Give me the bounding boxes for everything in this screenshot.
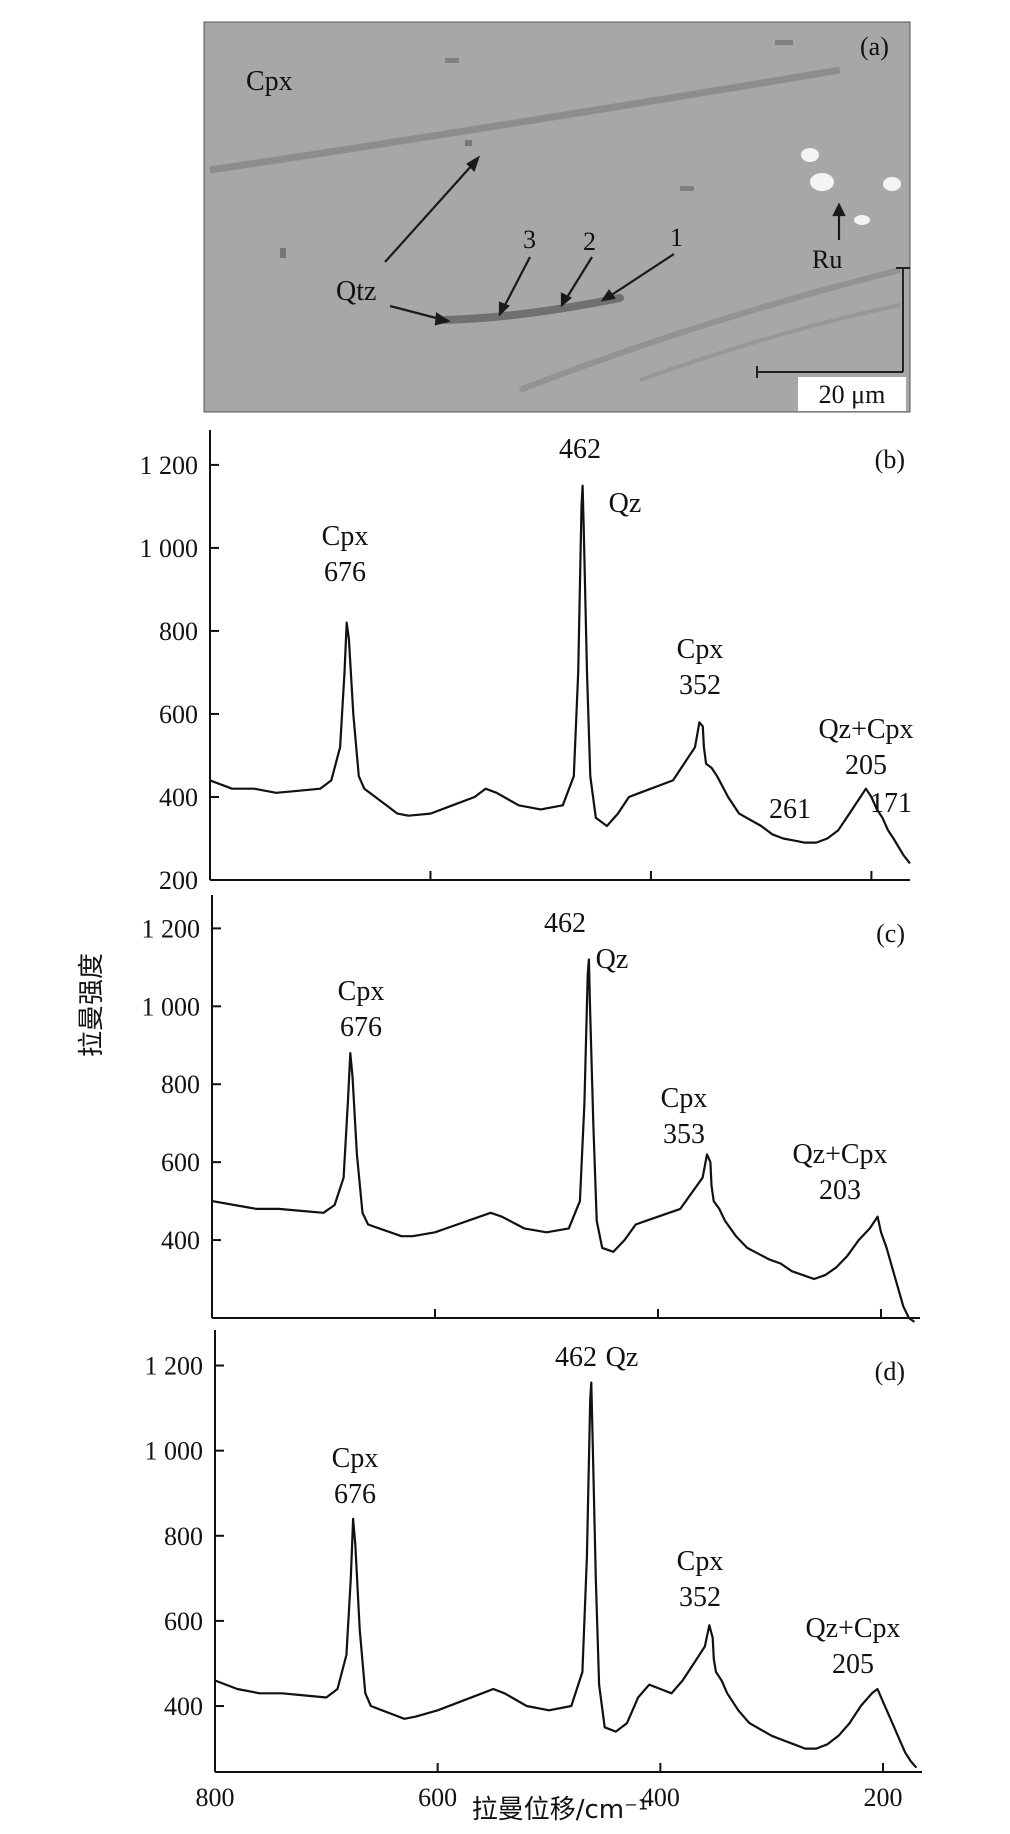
micrograph-image — [203, 21, 911, 413]
spectrum-panel-b: 200 400 600 800 1 000 1 200 (b) Cpx 676 462 Qz Cpx 3… — [140, 430, 914, 895]
spectrum-line — [209, 484, 911, 865]
y-tick-label: 600 — [161, 1148, 200, 1177]
y-axis-label: 拉曼强度 — [77, 953, 107, 1057]
y-tick-label: 600 — [164, 1607, 203, 1636]
peak-annotation: 171 — [870, 788, 912, 819]
peak-annotation: 462 — [555, 1342, 597, 1373]
rutile-grain — [854, 215, 870, 225]
y-tick-label: 600 — [159, 700, 198, 729]
y-tick-label: 400 — [161, 1226, 200, 1255]
rutile-grain — [810, 173, 834, 191]
peak-annotation: Qz — [609, 488, 642, 519]
x-tick-label: 800 — [196, 1783, 235, 1812]
peak-annotation: Cpx 352 — [677, 1546, 724, 1613]
dark-speck — [775, 40, 793, 45]
dark-speck — [445, 58, 459, 63]
dark-speck — [280, 248, 286, 258]
qtz-label: Qtz — [336, 276, 376, 307]
rutile-grain — [883, 177, 901, 191]
panel-label: (d) — [875, 1357, 905, 1386]
peak-annotation: Cpx 676 — [338, 976, 385, 1043]
spectrum-line — [214, 1381, 918, 1769]
peak-annotation: Qz — [596, 944, 629, 975]
micrograph-panel: (a) Cpx Qtz Ru 1 2 3 20 μm — [203, 21, 911, 413]
spectrum-panel-d: 400 600 800 1 000 1 200 800 600 400 200 (d) 462 Qz C… — [145, 1330, 922, 1812]
y-tick-label: 400 — [159, 783, 198, 812]
peak-annotation: 261 — [769, 794, 811, 825]
spectrum-line — [211, 958, 916, 1323]
y-tick-label: 800 — [161, 1070, 200, 1099]
peak-annotation: Cpx 676 — [332, 1443, 379, 1510]
pointer-arrows — [384, 155, 846, 326]
dark-speck — [680, 186, 694, 191]
x-tick-label: 400 — [641, 1783, 680, 1812]
grain-boundary — [518, 267, 901, 393]
y-tick-label: 800 — [159, 617, 198, 646]
x-tick-label: 200 — [864, 1783, 903, 1812]
scale-bar-label: 20 μm — [819, 380, 886, 409]
y-tick-label: 1 200 — [140, 451, 199, 480]
grain-boundary — [639, 303, 901, 382]
y-tick-label: 200 — [159, 866, 198, 895]
x-tick-label: 600 — [418, 1783, 457, 1812]
x-axis-label: 拉曼位移/cm⁻¹ — [472, 1795, 649, 1825]
panel-label: (c) — [876, 919, 905, 948]
y-tick-label: 1 000 — [140, 534, 199, 563]
peak-annotation: Cpx 676 — [322, 521, 369, 588]
spot-number-1: 1 — [670, 223, 683, 252]
quartz-inclusion — [441, 294, 624, 324]
peak-annotation: 462 — [559, 434, 601, 465]
y-tick-label: 800 — [164, 1522, 203, 1551]
peak-annotation: Qz+Cpx 205 — [818, 714, 913, 781]
ru-label: Ru — [812, 245, 842, 274]
scale-bar: 20 μm — [756, 267, 910, 411]
cpx-label: Cpx — [246, 66, 293, 97]
peak-annotation: Cpx 352 — [677, 634, 724, 701]
peak-annotation: Cpx 353 — [661, 1083, 708, 1150]
peak-annotation: Qz+Cpx 203 — [792, 1139, 887, 1206]
y-tick-label: 1 200 — [142, 914, 201, 943]
panel-label: (b) — [875, 445, 905, 474]
y-tick-label: 400 — [164, 1692, 203, 1721]
y-tick-label: 1 000 — [145, 1437, 204, 1466]
peak-annotation: 462 — [544, 908, 586, 939]
micrograph-panel-label: (a) — [860, 32, 889, 61]
spot-number-3: 3 — [523, 225, 536, 254]
spectrum-panel-c: 400 600 800 1 000 1 200 (c) Cpx 676 462 Qz Cpx 353 Q… — [142, 895, 920, 1323]
y-tick-label: 1 200 — [145, 1352, 204, 1381]
grain-boundary — [209, 66, 841, 174]
peak-annotation: Qz — [606, 1342, 639, 1373]
rutile-grain — [801, 148, 819, 162]
y-tick-label: 1 000 — [142, 992, 201, 1021]
dark-speck — [465, 140, 472, 146]
spot-number-2: 2 — [583, 227, 596, 256]
peak-annotation: Qz+Cpx 205 — [805, 1613, 900, 1680]
